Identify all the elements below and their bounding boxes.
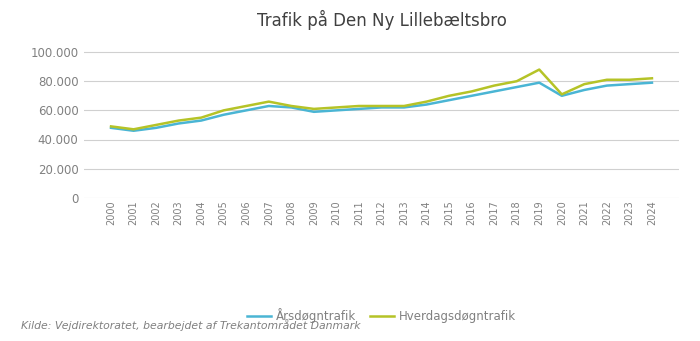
Hverdagsdøgntrafik: [648, 76, 656, 80]
Hverdagsdøgntrafik: [152, 123, 160, 127]
Årsdøgntrafik: [130, 129, 138, 133]
Hverdagsdøgntrafik: [242, 104, 251, 108]
Årsdøgntrafik: [490, 89, 498, 93]
Hverdagsdøgntrafik: [603, 78, 611, 82]
Årsdøgntrafik: [400, 105, 408, 109]
Årsdøgntrafik: [512, 85, 521, 89]
Hverdagsdøgntrafik: [332, 105, 341, 109]
Hverdagsdøgntrafik: [400, 104, 408, 108]
Hverdagsdøgntrafik: [355, 104, 363, 108]
Årsdøgntrafik: [580, 88, 589, 92]
Årsdøgntrafik: [309, 110, 318, 114]
Årsdøgntrafik: [535, 80, 543, 85]
Hverdagsdøgntrafik: [535, 68, 543, 72]
Årsdøgntrafik: [625, 82, 634, 86]
Årsdøgntrafik: [603, 84, 611, 88]
Hverdagsdøgntrafik: [625, 78, 634, 82]
Årsdøgntrafik: [152, 126, 160, 130]
Title: Trafik på Den Ny Lillebæltsbro: Trafik på Den Ny Lillebæltsbro: [257, 10, 506, 30]
Hverdagsdøgntrafik: [490, 84, 498, 88]
Hverdagsdøgntrafik: [107, 124, 116, 129]
Hverdagsdøgntrafik: [468, 89, 476, 93]
Hverdagsdøgntrafik: [558, 92, 566, 97]
Hverdagsdøgntrafik: [377, 104, 386, 108]
Årsdøgntrafik: [558, 94, 566, 98]
Legend: Årsdøgntrafik, Hverdagsdøgntrafik: Årsdøgntrafik, Hverdagsdøgntrafik: [243, 303, 520, 327]
Line: Hverdagsdøgntrafik: Hverdagsdøgntrafik: [111, 70, 652, 129]
Årsdøgntrafik: [468, 94, 476, 98]
Hverdagsdøgntrafik: [309, 107, 318, 111]
Årsdøgntrafik: [332, 108, 341, 113]
Hverdagsdøgntrafik: [580, 82, 589, 86]
Årsdøgntrafik: [422, 103, 430, 107]
Line: Årsdøgntrafik: Årsdøgntrafik: [111, 83, 652, 131]
Årsdøgntrafik: [265, 104, 273, 108]
Text: Kilde: Vejdirektoratet, bearbejdet af Trekantområdet Danmark: Kilde: Vejdirektoratet, bearbejdet af Tr…: [21, 319, 360, 331]
Hverdagsdøgntrafik: [220, 108, 228, 113]
Hverdagsdøgntrafik: [445, 94, 454, 98]
Årsdøgntrafik: [355, 107, 363, 111]
Hverdagsdøgntrafik: [197, 116, 205, 120]
Årsdøgntrafik: [242, 108, 251, 113]
Årsdøgntrafik: [107, 126, 116, 130]
Årsdøgntrafik: [287, 105, 295, 109]
Hverdagsdøgntrafik: [130, 127, 138, 131]
Hverdagsdøgntrafik: [265, 100, 273, 104]
Hverdagsdøgntrafik: [174, 119, 183, 123]
Hverdagsdøgntrafik: [287, 104, 295, 108]
Årsdøgntrafik: [197, 119, 205, 123]
Hverdagsdøgntrafik: [512, 79, 521, 83]
Årsdøgntrafik: [445, 98, 454, 102]
Årsdøgntrafik: [377, 105, 386, 109]
Årsdøgntrafik: [220, 113, 228, 117]
Årsdøgntrafik: [174, 121, 183, 125]
Hverdagsdøgntrafik: [422, 100, 430, 104]
Årsdøgntrafik: [648, 80, 656, 85]
